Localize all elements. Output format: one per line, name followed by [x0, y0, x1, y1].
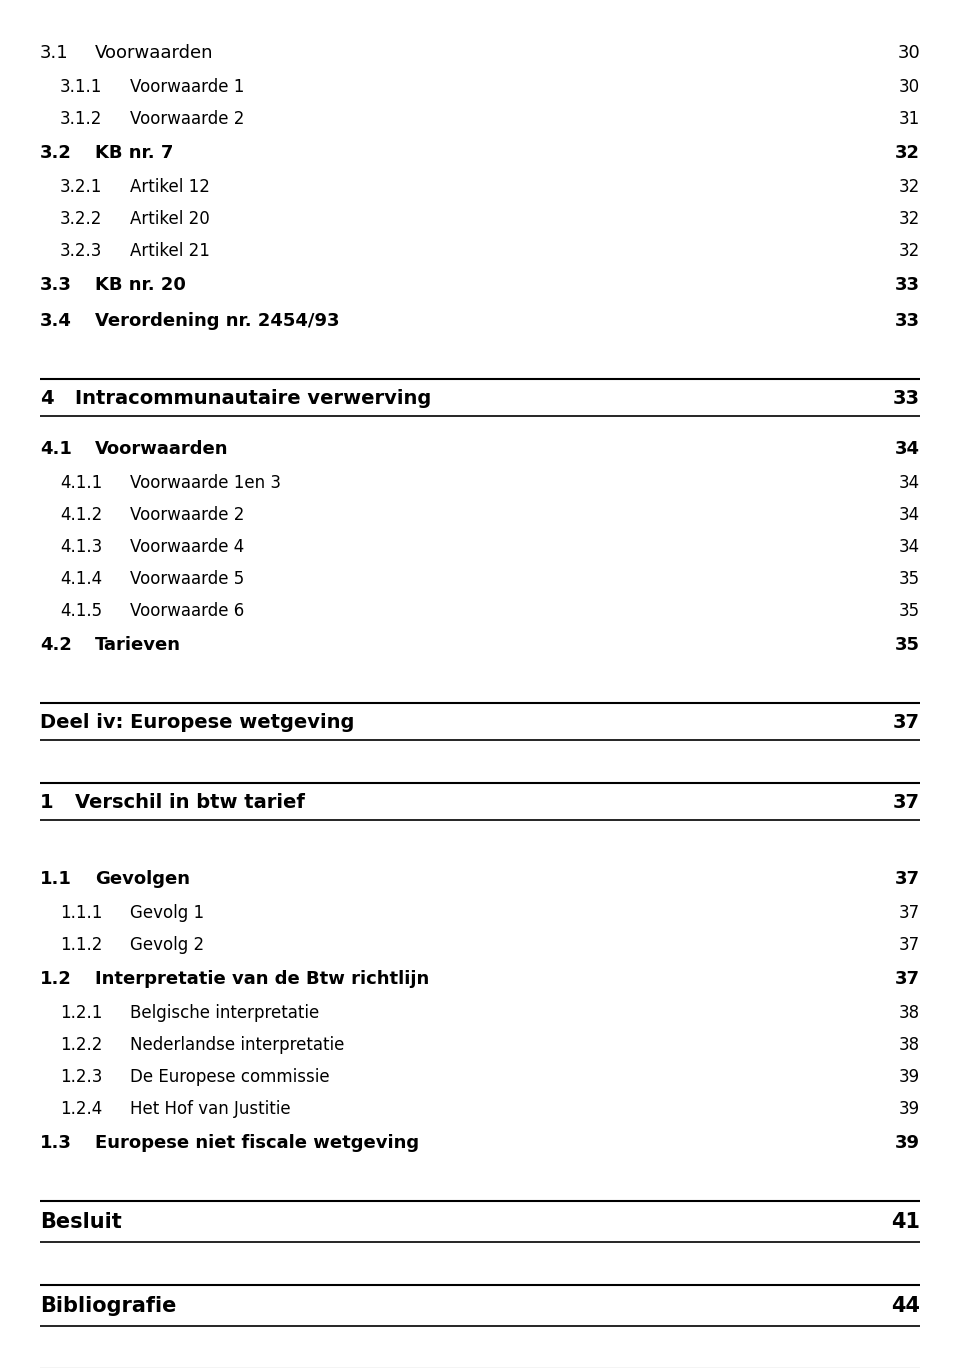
- Text: 37: 37: [893, 713, 920, 732]
- Text: 35: 35: [895, 636, 920, 654]
- Text: 39: 39: [895, 1134, 920, 1152]
- Text: 3.2.1: 3.2.1: [60, 178, 103, 196]
- Text: 1.3: 1.3: [40, 1134, 72, 1152]
- Text: 1.2.3: 1.2.3: [60, 1068, 103, 1086]
- Text: 37: 37: [899, 904, 920, 922]
- Text: 1: 1: [40, 792, 54, 811]
- Text: Intracommunautaire verwerving: Intracommunautaire verwerving: [75, 389, 431, 408]
- Text: Interpretatie van de Btw richtlijn: Interpretatie van de Btw richtlijn: [95, 970, 429, 988]
- Text: 3.4: 3.4: [40, 312, 72, 330]
- Text: 4.1.2: 4.1.2: [60, 506, 103, 524]
- Text: 3.1.1: 3.1.1: [60, 78, 103, 96]
- Text: 33: 33: [893, 389, 920, 408]
- Text: Voorwaarde 2: Voorwaarde 2: [130, 109, 245, 129]
- Text: 38: 38: [899, 1036, 920, 1053]
- Text: 4.1.5: 4.1.5: [60, 602, 102, 620]
- Text: Artikel 20: Artikel 20: [130, 211, 209, 228]
- Text: Voorwaarde 4: Voorwaarde 4: [130, 538, 244, 555]
- Text: 34: 34: [899, 473, 920, 492]
- Text: 4.1: 4.1: [40, 440, 72, 458]
- Text: 44: 44: [891, 1295, 920, 1316]
- Text: 37: 37: [895, 870, 920, 888]
- Text: 4.2: 4.2: [40, 636, 72, 654]
- Text: Tarieven: Tarieven: [95, 636, 181, 654]
- Text: 38: 38: [899, 1004, 920, 1022]
- Text: 39: 39: [899, 1068, 920, 1086]
- Text: Voorwaarde 1en 3: Voorwaarde 1en 3: [130, 473, 281, 492]
- Text: Voorwaarde 1: Voorwaarde 1: [130, 78, 245, 96]
- Text: 37: 37: [893, 792, 920, 811]
- Text: 3.1.2: 3.1.2: [60, 109, 103, 129]
- Text: De Europese commissie: De Europese commissie: [130, 1068, 329, 1086]
- Text: Bibliografie: Bibliografie: [40, 1295, 177, 1316]
- Text: 30: 30: [898, 44, 920, 62]
- Text: Artikel 21: Artikel 21: [130, 242, 210, 260]
- Text: Voorwaarden: Voorwaarden: [95, 440, 228, 458]
- Text: Gevolgen: Gevolgen: [95, 870, 190, 888]
- Text: 32: 32: [895, 144, 920, 161]
- Text: 39: 39: [899, 1100, 920, 1118]
- Text: 3.2: 3.2: [40, 144, 72, 161]
- Text: 4.1.3: 4.1.3: [60, 538, 103, 555]
- Text: KB nr. 20: KB nr. 20: [95, 276, 186, 294]
- Text: 37: 37: [895, 970, 920, 988]
- Text: 1.1: 1.1: [40, 870, 72, 888]
- Text: 4: 4: [40, 389, 54, 408]
- Text: 1.1.1: 1.1.1: [60, 904, 103, 922]
- Text: Voorwaarde 5: Voorwaarde 5: [130, 570, 244, 588]
- Text: 34: 34: [895, 440, 920, 458]
- Text: 31: 31: [899, 109, 920, 129]
- Text: 35: 35: [899, 570, 920, 588]
- Text: Artikel 12: Artikel 12: [130, 178, 210, 196]
- Text: Gevolg 2: Gevolg 2: [130, 936, 204, 953]
- Text: Voorwaarden: Voorwaarden: [95, 44, 213, 62]
- Text: KB nr. 7: KB nr. 7: [95, 144, 174, 161]
- Text: 32: 32: [899, 242, 920, 260]
- Text: 33: 33: [895, 276, 920, 294]
- Text: 1.1.2: 1.1.2: [60, 936, 103, 953]
- Text: 37: 37: [899, 936, 920, 953]
- Text: 33: 33: [895, 312, 920, 330]
- Text: Voorwaarde 6: Voorwaarde 6: [130, 602, 244, 620]
- Text: 34: 34: [899, 538, 920, 555]
- Text: 3.3: 3.3: [40, 276, 72, 294]
- Text: 34: 34: [899, 506, 920, 524]
- Text: 3.2.2: 3.2.2: [60, 211, 103, 228]
- Text: 30: 30: [899, 78, 920, 96]
- Text: Deel iv: Europese wetgeving: Deel iv: Europese wetgeving: [40, 713, 354, 732]
- Text: Europese niet fiscale wetgeving: Europese niet fiscale wetgeving: [95, 1134, 420, 1152]
- Text: Het Hof van Justitie: Het Hof van Justitie: [130, 1100, 291, 1118]
- Text: Gevolg 1: Gevolg 1: [130, 904, 204, 922]
- Text: Verordening nr. 2454/93: Verordening nr. 2454/93: [95, 312, 340, 330]
- Text: 32: 32: [899, 211, 920, 228]
- Text: 1.2: 1.2: [40, 970, 72, 988]
- Text: 1.2.1: 1.2.1: [60, 1004, 103, 1022]
- Text: Besluit: Besluit: [40, 1212, 122, 1233]
- Text: 32: 32: [899, 178, 920, 196]
- Text: 35: 35: [899, 602, 920, 620]
- Text: 4.1.4: 4.1.4: [60, 570, 102, 588]
- Text: 41: 41: [891, 1212, 920, 1233]
- Text: 1.2.4: 1.2.4: [60, 1100, 103, 1118]
- Text: 1.2.2: 1.2.2: [60, 1036, 103, 1053]
- Text: 3.1: 3.1: [40, 44, 68, 62]
- Text: Nederlandse interpretatie: Nederlandse interpretatie: [130, 1036, 345, 1053]
- Text: Verschil in btw tarief: Verschil in btw tarief: [75, 792, 305, 811]
- Text: 3.2.3: 3.2.3: [60, 242, 103, 260]
- Text: Belgische interpretatie: Belgische interpretatie: [130, 1004, 320, 1022]
- Text: 4.1.1: 4.1.1: [60, 473, 103, 492]
- Text: Voorwaarde 2: Voorwaarde 2: [130, 506, 245, 524]
